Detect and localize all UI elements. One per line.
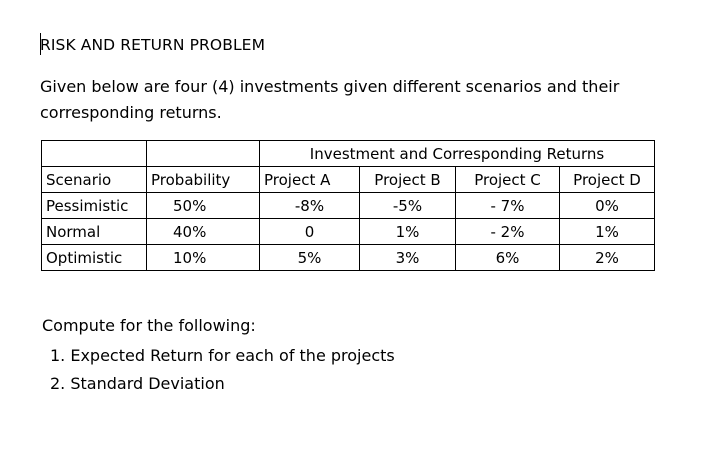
cell-project-c: - 2% <box>455 218 560 245</box>
cell-project-a: -8% <box>259 192 360 219</box>
cell-project-c: - 7% <box>455 192 560 219</box>
column-header-probability: Probability <box>146 166 260 193</box>
cell-probability: 40% <box>146 218 260 245</box>
column-header-project-a: Project A <box>259 166 360 193</box>
column-header-project-c: Project C <box>455 166 560 193</box>
cell-project-b: 3% <box>359 244 456 271</box>
cell-scenario: Optimistic <box>41 244 147 271</box>
table-group-header: Investment and Corresponding Returns <box>259 140 655 167</box>
cell-project-c: 6% <box>455 244 560 271</box>
cell-scenario: Pessimistic <box>41 192 147 219</box>
instruction-text: Compute for the following: <box>42 316 256 335</box>
table-row: Normal 40% 0 1% - 2% 1% <box>41 218 655 245</box>
table-row: Pessimistic 50% -8% -5% - 7% 0% <box>41 192 655 219</box>
column-header-project-d: Project D <box>559 166 655 193</box>
task-list: 1. Expected Return for each of the proje… <box>50 342 395 398</box>
cell-project-d: 0% <box>559 192 655 219</box>
table-header-blank-1 <box>41 140 147 167</box>
intro-paragraph: Given below are four (4) investments giv… <box>40 77 620 122</box>
table-header-group-row: Investment and Corresponding Returns <box>41 140 655 167</box>
cell-project-a: 0 <box>259 218 360 245</box>
table-row: Optimistic 10% 5% 3% 6% 2% <box>41 244 655 271</box>
cell-scenario: Normal <box>41 218 147 245</box>
cell-project-b: 1% <box>359 218 456 245</box>
returns-table: Investment and Corresponding Returns Sce… <box>41 140 655 271</box>
list-item: 1. Expected Return for each of the proje… <box>50 346 395 365</box>
list-item: 2. Standard Deviation <box>50 374 225 393</box>
table-header-blank-2 <box>146 140 260 167</box>
cell-probability: 50% <box>146 192 260 219</box>
document-title: RISK AND RETURN PROBLEM <box>40 36 266 54</box>
cell-probability: 10% <box>146 244 260 271</box>
cell-project-a: 5% <box>259 244 360 271</box>
column-header-scenario: Scenario <box>41 166 147 193</box>
text-cursor <box>40 33 41 55</box>
table-header-row: Scenario Probability Project A Project B… <box>41 166 655 193</box>
column-header-project-b: Project B <box>359 166 456 193</box>
cell-project-d: 1% <box>559 218 655 245</box>
cell-project-b: -5% <box>359 192 456 219</box>
cell-project-d: 2% <box>559 244 655 271</box>
